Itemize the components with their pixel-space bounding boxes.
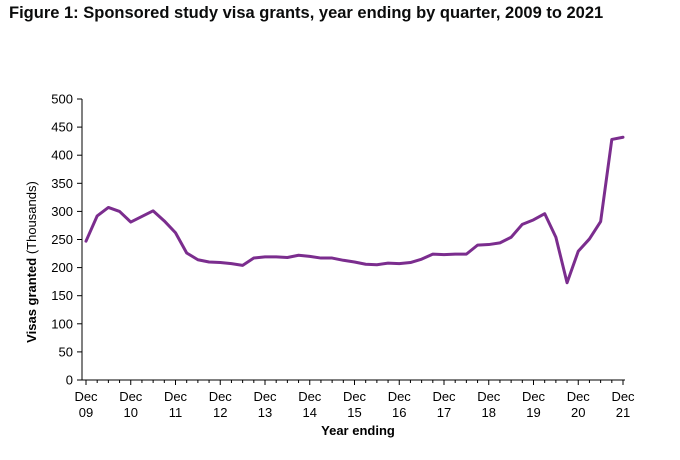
- y-axis-label-main: Visas granted: [24, 258, 39, 343]
- data-point: [543, 212, 546, 215]
- y-tick-label: 400: [51, 148, 73, 163]
- data-point: [152, 209, 155, 212]
- x-tick-label: Dec 17: [432, 389, 456, 420]
- data-point: [308, 255, 311, 258]
- data-point: [342, 259, 345, 262]
- x-axis-label: Year ending: [321, 423, 395, 438]
- data-point: [387, 262, 390, 265]
- data-point: [129, 221, 132, 224]
- x-tick-label: Dec 16: [388, 389, 412, 420]
- data-point: [196, 258, 199, 261]
- y-tick-label: 250: [51, 232, 73, 247]
- data-point: [286, 256, 289, 259]
- data-point: [588, 237, 591, 240]
- y-tick-label: 450: [51, 120, 73, 135]
- data-point: [275, 255, 278, 258]
- x-tick-label: Dec 11: [164, 389, 188, 420]
- y-tick-label: 150: [51, 288, 73, 303]
- data-point: [364, 263, 367, 266]
- x-tick-label: Dec 21: [611, 389, 635, 420]
- data-point: [610, 138, 613, 141]
- data-point: [140, 215, 143, 218]
- data-point: [443, 253, 446, 256]
- data-point: [521, 223, 524, 226]
- data-point: [85, 240, 88, 243]
- series-line: [84, 135, 625, 285]
- y-axis-label: Visas granted (Thousands): [24, 181, 39, 343]
- x-tick-label: Dec 09: [74, 389, 98, 420]
- data-point: [219, 261, 222, 264]
- data-point: [622, 136, 625, 139]
- x-tick-label: Dec 13: [253, 389, 277, 420]
- data-point: [476, 244, 479, 247]
- y-tick-label: 0: [66, 373, 73, 388]
- data-point: [241, 264, 244, 267]
- data-point: [353, 260, 356, 263]
- data-point: [566, 281, 569, 284]
- data-point: [297, 254, 300, 257]
- chart-title: Figure 1: Sponsored study visa grants, y…: [9, 4, 604, 22]
- y-tick-label: 350: [51, 176, 73, 191]
- data-point: [510, 236, 513, 239]
- x-tick-label: Dec 14: [298, 389, 322, 420]
- data-point: [420, 258, 423, 261]
- x-axis: Dec 09 Dec 10 Dec 11 Dec 12 Dec 13 Dec 14 Dec 15 Dec 16…: [74, 379, 635, 420]
- data-point: [465, 253, 468, 256]
- data-point: [577, 250, 580, 253]
- data-point: [230, 262, 233, 265]
- x-tick-label: Dec 18: [477, 389, 501, 420]
- data-point: [252, 257, 255, 260]
- data-point: [107, 206, 110, 209]
- data-points: [85, 136, 625, 285]
- x-tick-label: Dec 20: [567, 389, 591, 420]
- y-tick-label: 200: [51, 260, 73, 275]
- y-axis-label-unit: (Thousands): [24, 181, 39, 254]
- data-point: [532, 218, 535, 221]
- data-point: [118, 210, 121, 213]
- y-tick-label: 100: [51, 316, 73, 331]
- data-point: [185, 251, 188, 254]
- data-point: [163, 219, 166, 222]
- data-point: [264, 255, 267, 258]
- y-tick-label: 500: [51, 92, 73, 107]
- data-point: [398, 262, 401, 265]
- y-tick-label: 50: [59, 344, 73, 359]
- y-tick-label: 300: [51, 204, 73, 219]
- data-point: [431, 253, 434, 256]
- x-tick-label: Dec 15: [343, 389, 367, 420]
- data-point: [331, 257, 334, 260]
- data-point: [487, 243, 490, 246]
- x-tick-label: Dec 19: [522, 389, 546, 420]
- data-point: [319, 257, 322, 260]
- data-point: [454, 253, 457, 256]
- data-point: [208, 260, 211, 263]
- data-point: [554, 236, 557, 239]
- x-tick-label: Dec 12: [209, 389, 233, 420]
- data-point: [599, 220, 602, 223]
- data-point: [174, 231, 177, 234]
- y-axis: 0 50 100 150 200 250 300 350 400 450 500: [51, 92, 83, 388]
- data-point: [409, 261, 412, 264]
- data-point: [375, 263, 378, 266]
- data-point: [96, 214, 99, 217]
- data-point: [498, 241, 501, 244]
- x-tick-label: Dec 10: [119, 389, 143, 420]
